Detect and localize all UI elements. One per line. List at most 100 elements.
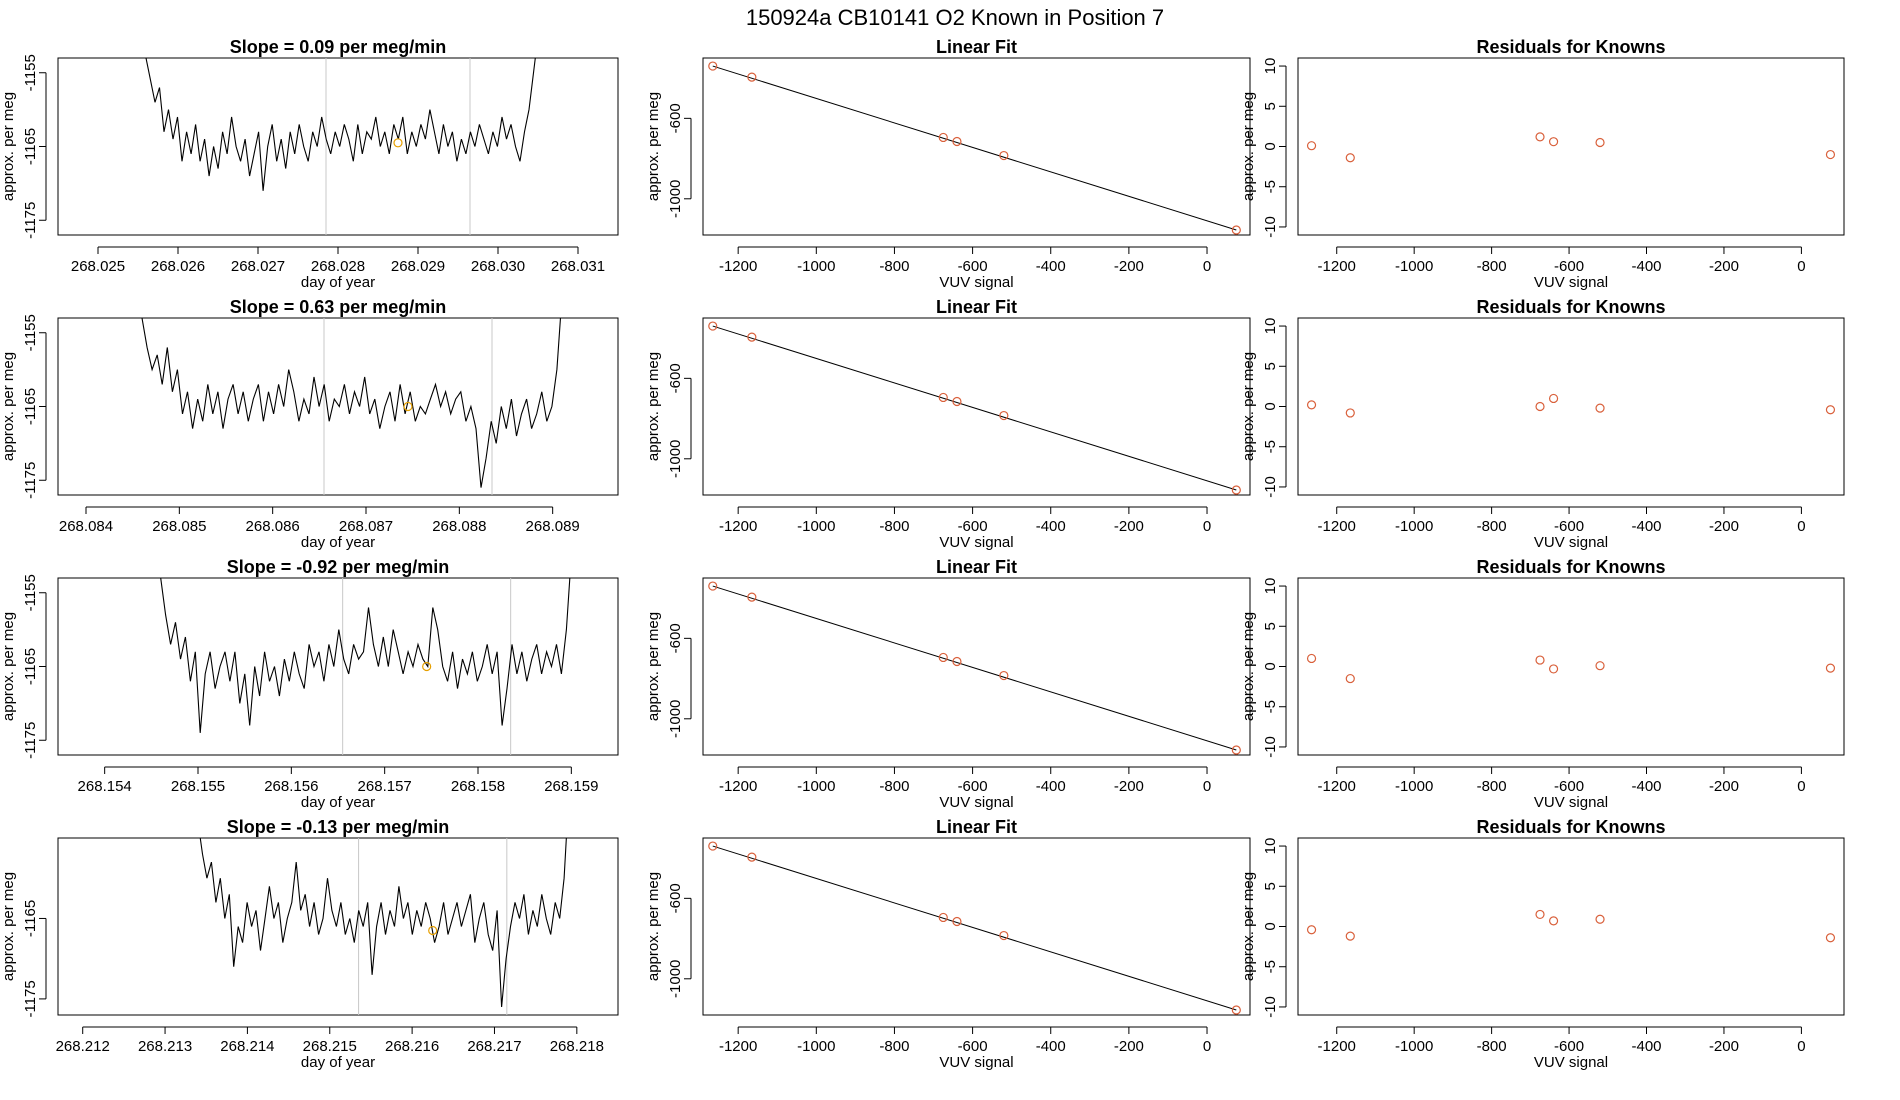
y-tick-label: -1165 (22, 648, 39, 685)
data-point (747, 852, 757, 862)
x-tick-label: -400 (1036, 258, 1066, 275)
y-axis-label: approx. per meg (645, 352, 662, 461)
x-tick-label: -1000 (797, 1038, 835, 1055)
y-tick-label: 0 (1262, 662, 1279, 670)
x-tick-label: -200 (1114, 1038, 1144, 1055)
x-tick-label: 0 (1203, 778, 1211, 795)
y-tick-label: -600 (667, 363, 684, 393)
x-tick-label: 268.218 (550, 1038, 604, 1055)
data-point (938, 652, 948, 663)
x-axis-label: VUV signal (1534, 1054, 1608, 1071)
data-point (1825, 933, 1836, 943)
data-point (1306, 400, 1317, 410)
plot-content (708, 581, 1241, 755)
plot-content (708, 841, 1241, 1015)
x-tick-label: -200 (1114, 778, 1144, 795)
plot-content (160, 578, 571, 755)
data-point (999, 410, 1009, 421)
data-point (999, 150, 1009, 161)
y-tick-label: -1155 (22, 54, 39, 91)
x-tick-label: -600 (958, 1038, 988, 1055)
panel-linear_fit-row2: Linear Fit -1200 -1000 -800 -600 -400 -200 0 VUV… (645, 297, 1251, 551)
panel-residuals-row2: Residuals for Knowns-1200 -1000 -800 -600 -4… (1240, 297, 1845, 551)
data-point (1595, 661, 1605, 671)
y-tick-label: -600 (667, 103, 684, 133)
plot-frame (57, 837, 619, 1016)
panel-title: Slope = -0.13 per meg/min (227, 817, 450, 837)
data-point (1535, 401, 1545, 412)
y-tick-label: 5 (1262, 882, 1279, 890)
y-tick-label: -10 (1262, 216, 1279, 238)
x-tick-label: 268.089 (526, 518, 580, 535)
data-point (1231, 225, 1241, 235)
x-tick-label: -1000 (797, 778, 835, 795)
data-point (1595, 914, 1605, 924)
x-tick-label: -1200 (719, 518, 757, 535)
y-tick-label: 5 (1262, 102, 1279, 110)
x-tick-label: 268.215 (303, 1038, 357, 1055)
x-tick-label: 268.213 (138, 1038, 192, 1055)
x-tick-label: 268.025 (71, 258, 125, 275)
data-point (1548, 393, 1559, 404)
data-point (952, 656, 962, 667)
y-axis-label: approx. per meg (1240, 92, 1257, 201)
panel-title: Linear Fit (936, 37, 1017, 57)
fit-line (712, 845, 1237, 1011)
panel-title: Residuals for Knowns (1476, 297, 1665, 317)
plot-content (145, 58, 536, 235)
x-axis-label: VUV signal (939, 274, 1013, 291)
data-point (1306, 653, 1317, 664)
x-tick-label: 0 (1203, 518, 1211, 535)
series-line (145, 58, 536, 191)
data-point (1548, 664, 1559, 674)
panel-residuals-row3: Residuals for Knowns-1200 -1000 -800 -600 -4… (1240, 557, 1845, 811)
panel-title: Linear Fit (936, 297, 1017, 317)
y-tick-label: -5 (1262, 960, 1279, 973)
y-tick-label: 0 (1262, 142, 1279, 150)
series-line (160, 578, 571, 733)
x-tick-label: -1200 (1318, 1038, 1356, 1055)
x-tick-label: 268.155 (171, 778, 225, 795)
panel-title: Linear Fit (936, 557, 1017, 577)
data-point (747, 592, 757, 602)
plot-content (1306, 653, 1836, 684)
series-line (141, 318, 562, 488)
x-tick-label: 268.030 (471, 258, 525, 275)
y-tick-label: -600 (667, 623, 684, 653)
x-tick-label: -600 (958, 258, 988, 275)
x-tick-label: -1200 (719, 1038, 757, 1055)
y-tick-label: -1175 (22, 202, 39, 239)
panel-grid: Slope = 0.09 per meg/min 268.025 268.026 26… (0, 37, 1845, 1071)
y-tick-label: -1000 (667, 960, 684, 998)
y-tick-label: -10 (1262, 476, 1279, 498)
x-tick-label: 268.156 (264, 778, 318, 795)
y-tick-label: -10 (1262, 996, 1279, 1018)
x-tick-label: 0 (1797, 518, 1805, 535)
panel-residuals-row4: Residuals for Knowns-1200 -1000 -800 -600 -4… (1240, 817, 1845, 1071)
data-point (1306, 925, 1317, 935)
x-axis-label: day of year (301, 274, 375, 291)
x-tick-label: -800 (1477, 778, 1507, 795)
data-point (1231, 1005, 1241, 1015)
y-axis-label: approx. per meg (0, 612, 17, 721)
y-tick-label: -1165 (22, 128, 39, 165)
y-tick-label: 10 (1262, 578, 1279, 595)
x-tick-label: -600 (1554, 1038, 1584, 1055)
x-tick-label: 0 (1203, 1038, 1211, 1055)
plot-content (1306, 132, 1836, 163)
data-point (747, 72, 757, 82)
x-tick-label: -1200 (1318, 258, 1356, 275)
y-tick-label: -10 (1262, 736, 1279, 758)
y-tick-label: -5 (1262, 180, 1279, 193)
plot-frame (57, 577, 619, 756)
x-tick-label: -400 (1631, 778, 1661, 795)
fit-line (712, 585, 1237, 751)
panel-title: Residuals for Knowns (1476, 557, 1665, 577)
x-tick-label: -600 (1554, 258, 1584, 275)
plot-frame (1297, 57, 1845, 236)
x-tick-label: -400 (1036, 518, 1066, 535)
highlight-point (422, 661, 432, 672)
data-point (1306, 141, 1317, 151)
y-tick-label: 10 (1262, 318, 1279, 335)
data-point (952, 396, 962, 407)
